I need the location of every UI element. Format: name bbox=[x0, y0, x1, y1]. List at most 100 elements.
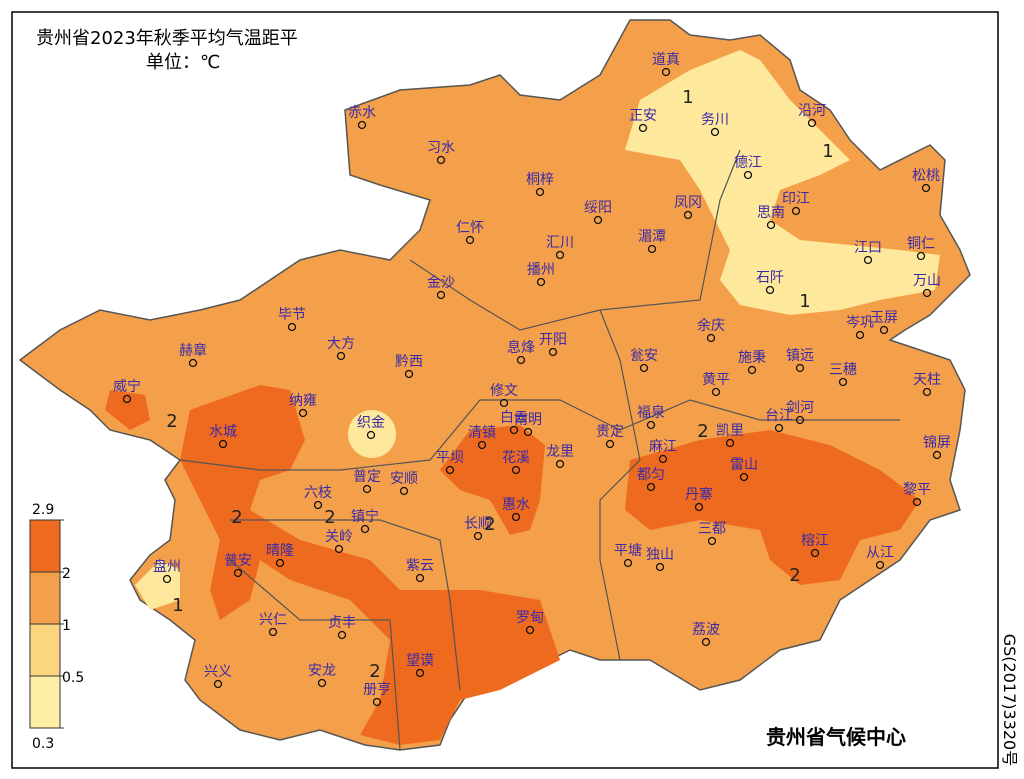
station-dot bbox=[162, 574, 172, 584]
station-name: 绥阳 bbox=[584, 200, 612, 216]
station-dot bbox=[535, 187, 545, 197]
boundary bbox=[599, 309, 641, 661]
station-dot bbox=[218, 439, 228, 449]
contour-label: 1 bbox=[682, 87, 693, 108]
station-dot bbox=[509, 425, 519, 435]
station-dot bbox=[357, 120, 367, 130]
station-name: 铜仁 bbox=[907, 236, 935, 252]
station-name: 剑河 bbox=[786, 400, 814, 416]
legend-swatch bbox=[29, 623, 61, 677]
station-dot bbox=[605, 439, 615, 449]
station-dot bbox=[404, 369, 414, 379]
station-name: 玉屏 bbox=[870, 310, 898, 326]
station-dot bbox=[523, 427, 533, 437]
station-name: 天柱 bbox=[913, 372, 941, 388]
contour-label: 1 bbox=[799, 291, 810, 312]
warm-area bbox=[440, 425, 545, 535]
station-name: 贵定 bbox=[596, 424, 624, 440]
station-name: 江口 bbox=[854, 240, 882, 256]
station-name: 印江 bbox=[782, 191, 810, 207]
contour-label: 2 bbox=[324, 507, 335, 528]
station-name: 安龙 bbox=[308, 663, 336, 679]
cool-area bbox=[625, 50, 940, 315]
station-dot bbox=[725, 438, 735, 448]
station-name: 兴仁 bbox=[259, 612, 287, 628]
warm-areas bbox=[105, 385, 920, 745]
station-dot bbox=[916, 251, 926, 261]
station-dot bbox=[921, 183, 931, 193]
legend-label: 1 bbox=[62, 618, 71, 634]
station-dot bbox=[791, 206, 801, 216]
contour-label: 1 bbox=[822, 141, 833, 162]
station-name: 麻江 bbox=[649, 439, 677, 455]
boundary bbox=[229, 559, 401, 751]
station-name: 思南 bbox=[757, 205, 785, 221]
station-name: 纳雍 bbox=[289, 393, 317, 409]
station-name: 镇宁 bbox=[351, 508, 379, 525]
station-name: 桐梓 bbox=[526, 172, 554, 188]
station-dot bbox=[710, 127, 720, 137]
station-dot bbox=[516, 355, 526, 365]
station-dot bbox=[706, 333, 716, 343]
station-dot bbox=[275, 558, 285, 568]
station-dot bbox=[233, 568, 243, 578]
station-dot bbox=[360, 524, 370, 534]
contour-label: 2 bbox=[484, 514, 495, 535]
boundary bbox=[230, 519, 461, 691]
station-dot bbox=[711, 387, 721, 397]
station-name: 白云 bbox=[500, 410, 528, 426]
station-dot bbox=[287, 322, 297, 332]
station-dot bbox=[415, 668, 425, 678]
station-dot bbox=[536, 277, 546, 287]
station-name: 松桃 bbox=[912, 168, 940, 184]
station-name: 石阡 bbox=[756, 270, 784, 286]
station-name: 大方 bbox=[327, 336, 355, 352]
station-dot bbox=[372, 697, 382, 707]
contour-label: 1 bbox=[172, 595, 183, 616]
station-dot bbox=[399, 486, 409, 496]
station-dot bbox=[122, 394, 132, 404]
station-name: 册亨 bbox=[363, 681, 391, 698]
station-dot bbox=[336, 351, 346, 361]
station-name: 六枝 bbox=[304, 485, 332, 501]
legend-swatch bbox=[29, 519, 61, 573]
station-name: 长顺 bbox=[464, 516, 492, 532]
station-dot bbox=[473, 531, 483, 541]
legend-swatch bbox=[29, 571, 61, 625]
station-name: 清镇 bbox=[468, 425, 496, 441]
station-name: 平塘 bbox=[614, 543, 642, 559]
contour-label: 2 bbox=[231, 507, 242, 528]
station-dot bbox=[774, 423, 784, 433]
station-dot bbox=[855, 330, 865, 340]
station-dot bbox=[838, 377, 848, 387]
station-name: 黄平 bbox=[702, 371, 730, 388]
station-name: 仁怀 bbox=[456, 220, 484, 236]
station-name: 关岭 bbox=[325, 529, 353, 545]
station-dot bbox=[337, 630, 347, 640]
station-dot bbox=[810, 548, 820, 558]
station-name: 岑巩 bbox=[846, 315, 874, 331]
station-name: 福泉 bbox=[637, 404, 665, 421]
station-name: 台江 bbox=[765, 408, 793, 424]
credit: 贵州省气候中心 bbox=[766, 725, 906, 749]
station-dot bbox=[701, 637, 711, 647]
station-dot bbox=[739, 472, 749, 482]
station-dot bbox=[912, 497, 922, 507]
station-dot bbox=[795, 363, 805, 373]
station-dot bbox=[298, 408, 308, 418]
map-code: GS(2017)3320号 bbox=[1000, 634, 1019, 766]
station-name: 施秉 bbox=[738, 350, 766, 366]
station-dot bbox=[213, 679, 223, 689]
station-name: 晴隆 bbox=[266, 543, 294, 559]
station-dot bbox=[313, 500, 323, 510]
station-dot bbox=[499, 398, 509, 408]
station-dot bbox=[415, 573, 425, 583]
station-name: 花溪 bbox=[502, 450, 530, 466]
station-name: 普安 bbox=[224, 553, 252, 569]
station-dot bbox=[593, 215, 603, 225]
station-name: 锦屏 bbox=[923, 434, 951, 451]
unit: 单位：℃ bbox=[146, 52, 220, 73]
station-name: 正安 bbox=[629, 108, 657, 124]
station-name: 南明 bbox=[514, 412, 542, 428]
station-name: 望谟 bbox=[406, 653, 434, 669]
